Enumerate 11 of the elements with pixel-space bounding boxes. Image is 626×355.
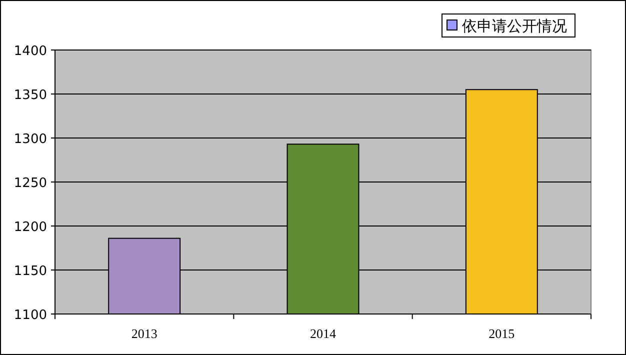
y-tick-label: 1100: [14, 308, 47, 323]
y-tick-label: 1200: [14, 220, 47, 235]
x-tick-label: 2014: [310, 326, 336, 341]
y-tick-label: 1400: [14, 44, 47, 59]
text: 依申请公开情况: [462, 17, 567, 35]
y-tick-label: 1300: [14, 132, 47, 147]
y-tick-label: 1250: [14, 176, 47, 191]
y-tick-label: 1350: [14, 88, 47, 103]
y-tick-label: 1150: [14, 264, 47, 279]
x-tick-label: 2013: [131, 326, 158, 341]
x-tick-label: 2015: [488, 326, 515, 341]
